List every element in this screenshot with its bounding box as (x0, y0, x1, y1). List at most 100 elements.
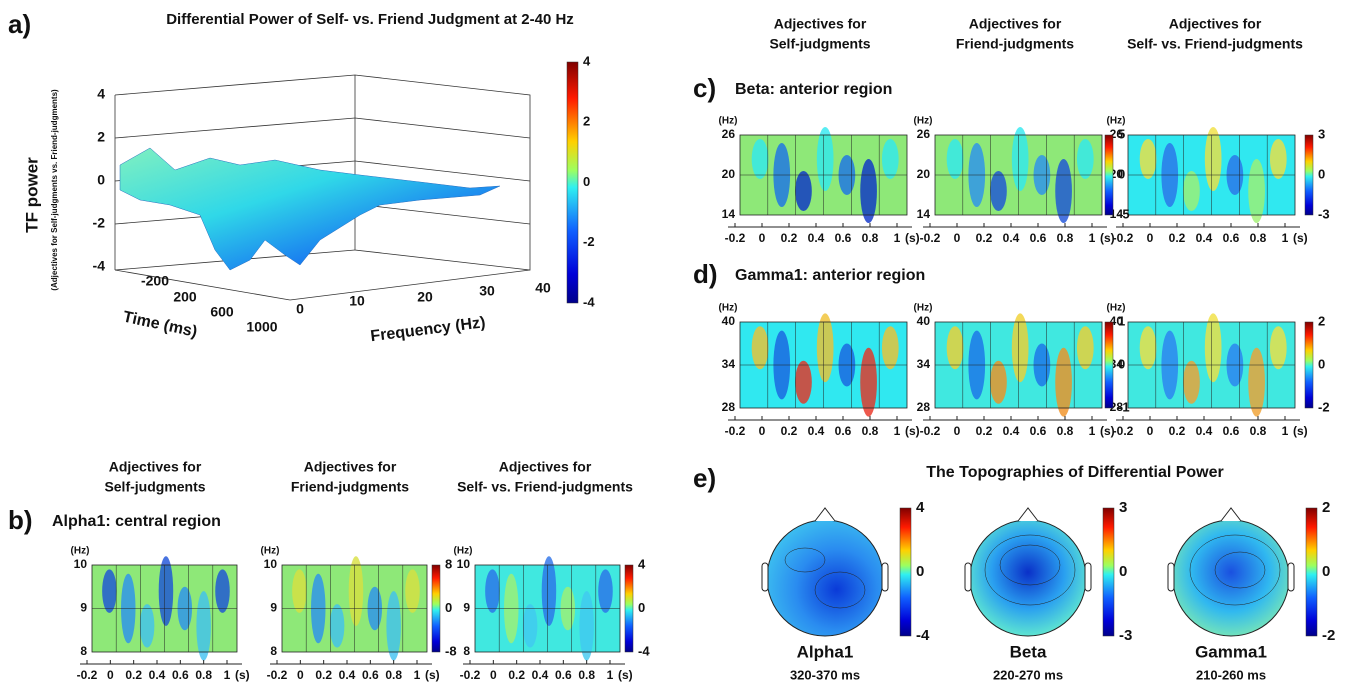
y-tick: 34 (722, 357, 736, 371)
x-tick: 0.2 (315, 668, 332, 682)
colorbar (1305, 322, 1313, 408)
colorbar-tick: 4 (638, 556, 646, 571)
x-tick: 1 (894, 424, 901, 438)
x-tick: 0 (107, 668, 114, 682)
colorbar-tick: -2 (583, 234, 595, 249)
x-tick: 0.4 (1003, 424, 1020, 438)
x-tick: 0.4 (1196, 424, 1213, 438)
y-unit: (Hz) (261, 546, 280, 557)
x-tick: 0.2 (976, 231, 993, 245)
heatmap-blob (752, 139, 769, 179)
colorbar-tick: -2 (1322, 627, 1335, 644)
heatmap-blob (523, 604, 538, 648)
x-tick: 0 (1147, 424, 1154, 438)
heatmap-blob (102, 569, 117, 613)
y-tick: 34 (917, 357, 931, 371)
x-tick: 0.6 (1223, 231, 1240, 245)
y-tick: 9 (80, 601, 87, 615)
topo-name: Gamma1 (1195, 642, 1267, 661)
x-tick: 0.8 (1250, 231, 1267, 245)
x-tick: 0.2 (508, 668, 525, 682)
time-tick: 600 (210, 304, 234, 320)
colorbar-tick: 0 (1119, 563, 1127, 580)
x-tick: 0.6 (172, 668, 189, 682)
x-tick: 1 (1282, 424, 1289, 438)
heatmap-blob (882, 139, 899, 179)
x-tick: 0.8 (1057, 231, 1074, 245)
colorbar (1105, 322, 1113, 408)
y-tick: 9 (463, 601, 470, 615)
colorbar-tick: 4 (916, 499, 925, 516)
heatmap-blob (1205, 313, 1222, 382)
y-tick: 28 (722, 400, 736, 414)
x-tick: 0.8 (862, 231, 879, 245)
x-tick: 0.6 (835, 424, 852, 438)
column-header: Adjectives for (109, 459, 202, 475)
heatmap-blob (292, 569, 307, 613)
y-tick: 8 (270, 644, 277, 658)
x-tick: 0.4 (339, 668, 356, 682)
x-tick: 0 (759, 231, 766, 245)
axis-title: Time (ms) (121, 309, 198, 341)
colorbar-tick: -4 (916, 627, 930, 644)
column-header: Adjectives for (499, 459, 592, 475)
y-tick: 9 (270, 601, 277, 615)
z-tick: -4 (93, 258, 106, 274)
panel-label: b) (8, 505, 33, 535)
colorbar-tick: -4 (638, 643, 650, 658)
heatmap-blob (817, 313, 834, 382)
heatmap-blob (1012, 127, 1029, 191)
x-tick: 0.2 (976, 424, 993, 438)
x-tick: 0.4 (1003, 231, 1020, 245)
freq-tick: 10 (349, 293, 365, 309)
colorbar-tick: -5 (1118, 206, 1130, 221)
x-tick: 1 (607, 668, 614, 682)
colorbar-tick: 0 (583, 174, 590, 189)
x-tick: 0 (490, 668, 497, 682)
y-tick: 40 (722, 314, 736, 328)
heatmap-blob (159, 556, 174, 626)
heatmap-blob (405, 569, 420, 613)
topo-time: 210-260 ms (1196, 667, 1266, 682)
column-header: Friend-judgments (291, 479, 409, 495)
colorbar-tick: 4 (583, 53, 591, 68)
y-tick: 40 (917, 314, 931, 328)
heatmap-blob (990, 171, 1007, 211)
x-tick: -0.2 (725, 231, 746, 245)
y-unit: (Hz) (914, 116, 933, 127)
x-tick: 0.2 (1169, 424, 1186, 438)
x-tick: 0 (297, 668, 304, 682)
freq-tick: 40 (535, 280, 551, 296)
heatmap-blob (1205, 127, 1222, 191)
x-tick: 1 (1282, 231, 1289, 245)
x-unit: (s) (905, 231, 920, 245)
x-tick: 0 (954, 424, 961, 438)
colorbar (1105, 135, 1113, 215)
z-tick: 2 (97, 129, 105, 145)
y-tick: 8 (463, 644, 470, 658)
y-tick: 10 (74, 557, 88, 571)
heatmap-blob (817, 127, 834, 191)
x-tick: 1 (1089, 424, 1096, 438)
panel-label: a) (8, 9, 31, 39)
panel-title: Gamma1: anterior region (735, 267, 925, 284)
y-tick: 14 (917, 207, 931, 221)
heatmap-blob (1012, 313, 1029, 382)
x-tick: 0.6 (1030, 424, 1047, 438)
column-header: Adjectives for (1169, 16, 1262, 32)
heatmap-blob (795, 361, 812, 404)
colorbar-tick: 1 (1118, 313, 1125, 328)
colorbar-tick: -8 (445, 643, 457, 658)
column-header: Adjectives for (969, 16, 1062, 32)
heatmap-blob (140, 604, 155, 648)
heatmap-blob (1183, 171, 1200, 211)
colorbar-tick: 2 (583, 114, 590, 129)
y-tick: 26 (917, 127, 931, 141)
heatmap-blob (947, 139, 964, 179)
colorbar-tick: 0 (1118, 356, 1125, 371)
x-tick: 1 (1089, 231, 1096, 245)
x-unit: (s) (1293, 424, 1308, 438)
x-tick: -0.2 (1113, 231, 1134, 245)
x-tick: 0.6 (835, 231, 852, 245)
colorbar-tick: -1 (1118, 399, 1130, 414)
